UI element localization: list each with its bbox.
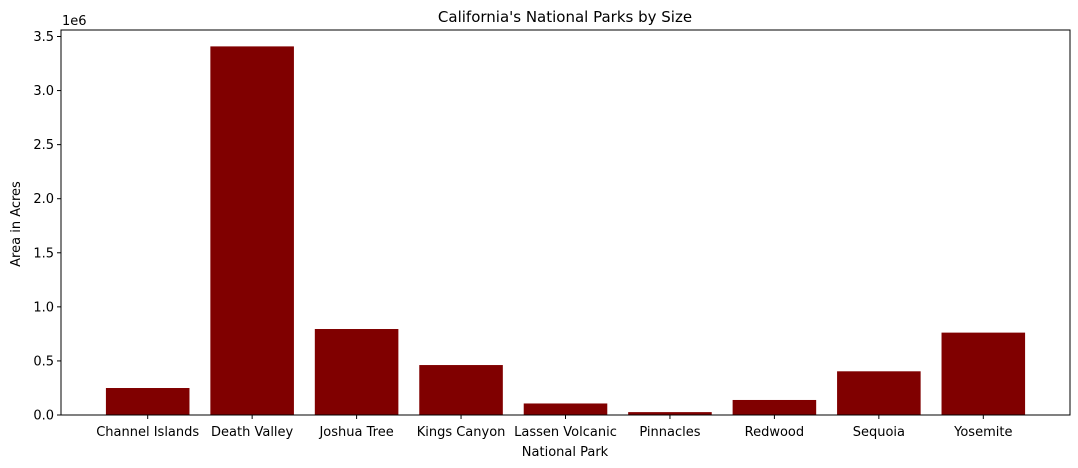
- x-tick-label: Redwood: [745, 425, 805, 440]
- y-tick-label: 3.5: [33, 30, 54, 45]
- x-tick-label: Kings Canyon: [417, 425, 506, 440]
- bar: [210, 46, 294, 415]
- x-tick-label: Sequoia: [853, 425, 905, 440]
- y-tick-label: 1.5: [33, 246, 54, 261]
- chart-title: California's National Parks by Size: [438, 8, 692, 26]
- bar: [837, 371, 921, 415]
- x-axis-label: National Park: [522, 445, 609, 460]
- x-tick-label: Pinnacles: [639, 425, 700, 440]
- bars-layer: [105, 46, 1026, 415]
- x-tick-label: Death Valley: [211, 425, 294, 440]
- x-tick-label: Channel Islands: [96, 425, 199, 440]
- plot-frame: [60, 29, 1071, 416]
- x-tick-label: Yosemite: [953, 425, 1012, 440]
- y-ticks: 0.0 0.5 1.0 1.5 2.0 2.5 3.0 3.5: [33, 30, 61, 424]
- x-ticks: Channel Islands Death Valley Joshua Tree Ki…: [96, 415, 1012, 440]
- y-tick-label: 2.0: [33, 192, 54, 207]
- bar: [314, 329, 399, 415]
- bar: [105, 388, 190, 415]
- y-axis-offset: 1e6: [62, 14, 87, 29]
- y-tick-label: 2.5: [33, 138, 54, 153]
- y-tick-label: 0.5: [33, 354, 54, 369]
- bar: [628, 412, 712, 415]
- x-tick-label: Joshua Tree: [318, 425, 393, 440]
- bar: [941, 332, 1026, 415]
- x-tick-label: Lassen Volcanic: [514, 425, 617, 440]
- bar: [732, 399, 817, 415]
- bar: [419, 365, 503, 415]
- bar: [523, 403, 608, 415]
- y-axis-label: Area in Acres: [9, 181, 24, 267]
- y-tick-label: 3.0: [33, 84, 54, 99]
- y-tick-label: 0.0: [33, 409, 54, 424]
- y-tick-label: 1.0: [33, 300, 54, 315]
